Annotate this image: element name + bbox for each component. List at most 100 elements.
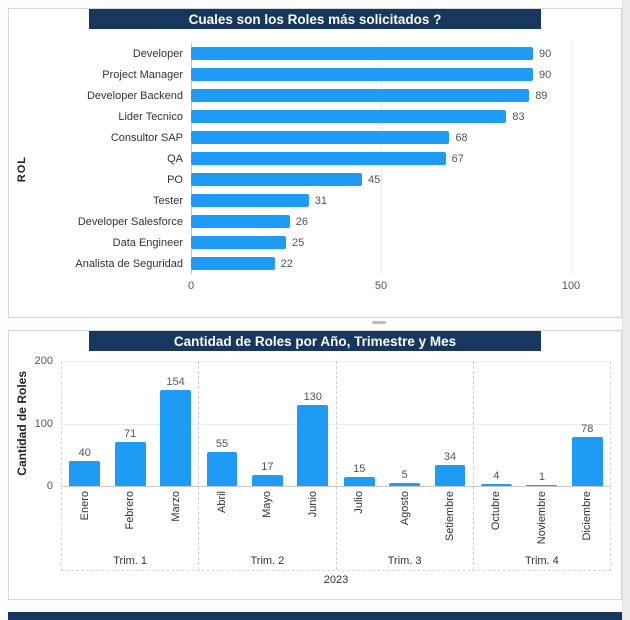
bar-row: Project Manager 90 — [31, 64, 613, 85]
roles-by-period-visual: Cantidad de Roles por Año, Trimestre y M… — [8, 330, 622, 600]
month-label-cell: Mayo — [245, 491, 290, 552]
quarter-group: 4 1 78 Octubre Noviembre Diciembre Trim. 4 — [472, 361, 610, 570]
bar-row: Developer Salesforce 26 — [31, 211, 613, 232]
month-label-cell: Octubre — [474, 491, 519, 552]
bar[interactable] — [191, 152, 446, 165]
plot-area-1: Developer 90 Project Manager 90 Developer Ba… — [31, 43, 613, 296]
bar[interactable] — [191, 47, 533, 60]
bar-area: 22 — [191, 253, 613, 274]
month-label-cell: Abril — [199, 491, 244, 552]
category-label: Analista de Seguridad — [75, 257, 183, 270]
value-label: 67 — [451, 152, 464, 165]
bar[interactable] — [571, 437, 603, 486]
month-label: Noviembre — [535, 491, 548, 545]
bar-cell: 34 — [427, 451, 472, 486]
bar[interactable] — [69, 461, 101, 486]
quarter-month-labels: Julio Agosto Setiembre — [337, 486, 473, 552]
value-label: 40 — [78, 447, 91, 459]
gridline-100 — [571, 43, 572, 274]
month-label-cell: Marzo — [153, 491, 198, 552]
visual-title-bar-1: Cuales son los Roles más solicitados ? — [89, 9, 541, 29]
bar[interactable] — [191, 131, 450, 144]
quarter-bars: 15 5 34 — [337, 361, 473, 486]
bar[interactable] — [481, 483, 512, 486]
horizontal-bar-chart: ROL Developer 90 Project Manager 90 Develope… — [9, 29, 621, 296]
y-axis-title-1: ROL — [16, 156, 28, 183]
category-label: Lider Tecnico — [118, 110, 183, 123]
month-label: Julio — [353, 491, 366, 514]
bar-rows: Developer 90 Project Manager 90 Developer Ba… — [31, 43, 613, 274]
x-axis-tick: 0 — [187, 280, 195, 292]
bar-area: 89 — [191, 85, 613, 106]
bar[interactable] — [191, 257, 275, 270]
value-label: 15 — [353, 462, 366, 475]
bar[interactable] — [191, 215, 290, 228]
next-visual-title-bar — [8, 612, 622, 620]
bar-cell: 15 — [337, 463, 382, 486]
month-label-cell: Junio — [290, 491, 335, 552]
month-label: Enero — [78, 491, 91, 521]
value-label: 68 — [455, 131, 468, 144]
bar[interactable] — [191, 110, 507, 123]
category-label: Data Engineer — [112, 236, 183, 249]
category-label: Consultor SAP — [110, 131, 183, 144]
month-label-cell: Setiembre — [427, 491, 472, 552]
month-label-cell: Agosto — [382, 491, 427, 552]
bar-cell: 4 — [474, 469, 519, 486]
bar-cell: 40 — [62, 447, 107, 486]
quarter-bars: 40 71 154 — [62, 361, 198, 486]
bar[interactable] — [297, 404, 329, 486]
page-scrollbar[interactable] — [622, 0, 630, 620]
month-label-cell: Julio — [337, 491, 382, 552]
column-chart: Cantidad de Roles 0 100 200 40 71 154 Enero Fe… — [9, 351, 621, 586]
bar[interactable] — [114, 441, 146, 486]
bar[interactable] — [160, 389, 191, 486]
category-label: Project Manager — [102, 68, 183, 81]
value-label: 83 — [512, 110, 525, 123]
visual-title-1: Cuales son los Roles más solicitados ? — [188, 11, 442, 27]
category-label: Developer — [132, 47, 183, 60]
bar[interactable] — [191, 194, 309, 207]
bar[interactable] — [191, 236, 286, 249]
plot-area-2: 40 71 154 Enero Febrero Marzo Trim. 1 55 17 130 Ab… — [61, 361, 611, 586]
x-axis-year-label: 2023 — [323, 574, 349, 586]
bar[interactable] — [251, 475, 283, 486]
month-label-cell: Febrero — [107, 491, 152, 552]
quarter-month-labels: Octubre Noviembre Diciembre — [474, 486, 610, 552]
visual-title-bar-2: Cantidad de Roles por Año, Trimestre y M… — [89, 331, 541, 351]
bar-area: 45 — [191, 169, 613, 190]
value-label: 71 — [124, 427, 137, 440]
x-axis-tick: 50 — [374, 280, 388, 292]
value-label: 5 — [401, 468, 408, 481]
y-axis-tick: 0 — [46, 480, 53, 492]
bar-row: Data Engineer 25 — [31, 232, 613, 253]
scrollbar-handle[interactable] — [372, 321, 386, 324]
x-axis-ticks: 0 50 100 — [187, 280, 580, 296]
value-label: 4 — [493, 469, 500, 482]
bar-area: 90 — [191, 43, 613, 64]
value-label: 130 — [303, 390, 322, 403]
bar-cell: 5 — [382, 469, 427, 486]
month-label-cell: Noviembre — [519, 491, 564, 552]
bar[interactable] — [191, 89, 530, 102]
value-label: 55 — [215, 437, 229, 450]
bar[interactable] — [526, 485, 558, 486]
month-label-cell: Diciembre — [565, 491, 610, 552]
month-label-cell: Enero — [62, 491, 107, 552]
quarter-group: 55 17 130 Abril Mayo Junio Trim. 2 — [198, 361, 335, 570]
month-label: Mayo — [261, 491, 274, 518]
quarter-group: 15 5 34 Julio Agosto Setiembre Trim. 3 — [335, 361, 473, 570]
bar-cell: 1 — [519, 471, 564, 486]
bar[interactable] — [206, 451, 238, 486]
bar-row: QA 67 — [31, 148, 613, 169]
month-label: Marzo — [169, 491, 182, 522]
bar[interactable] — [191, 68, 533, 81]
bar[interactable] — [191, 173, 362, 186]
y-axis-tick: 200 — [34, 355, 53, 367]
value-label: 26 — [295, 215, 309, 228]
bar[interactable] — [389, 482, 421, 486]
bar-cell: 71 — [107, 428, 152, 486]
bar[interactable] — [343, 476, 375, 486]
bar-row: Lider Tecnico 83 — [31, 106, 613, 127]
bar[interactable] — [434, 464, 466, 486]
